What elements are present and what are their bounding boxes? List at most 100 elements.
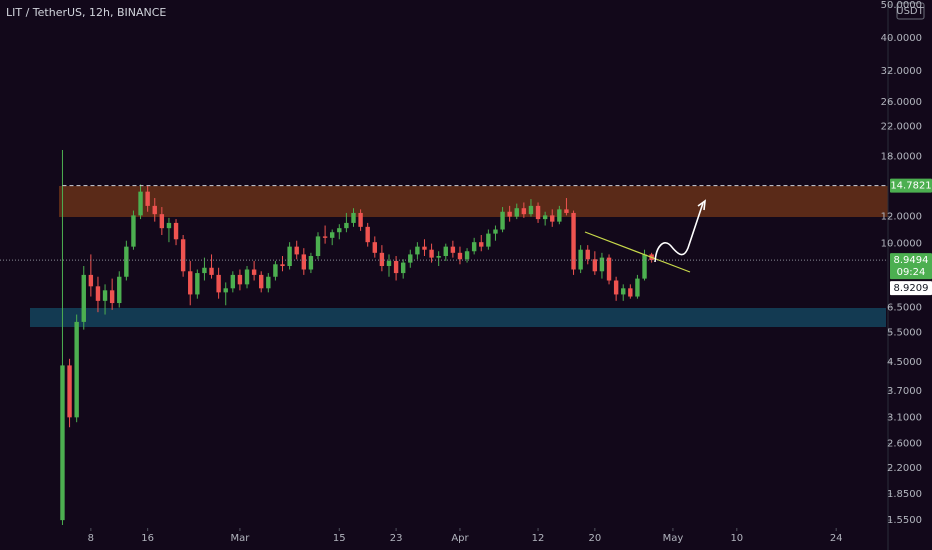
candle-body xyxy=(223,288,228,293)
candle-body xyxy=(180,239,186,272)
candle-body xyxy=(251,269,257,275)
y-tick-label: 12.0000 xyxy=(881,212,922,223)
x-tick-label: 8 xyxy=(88,533,94,544)
y-tick-label: 1.5500 xyxy=(887,515,922,526)
candle-body xyxy=(95,286,101,301)
candle-body xyxy=(301,254,307,270)
x-tick-label: 12 xyxy=(532,533,545,544)
candle-body xyxy=(450,246,456,253)
y-tick-label: 3.1000 xyxy=(887,412,922,423)
candle-body xyxy=(209,267,214,275)
support-zone xyxy=(30,308,886,327)
price-label-box xyxy=(890,253,932,280)
candle-body xyxy=(60,365,65,521)
candle-body xyxy=(542,215,548,220)
candle-body xyxy=(358,212,363,227)
projection-arrow xyxy=(654,202,704,263)
y-tick-label: 6.5000 xyxy=(887,303,922,314)
candle-body xyxy=(535,205,541,220)
candle-body xyxy=(330,232,335,238)
candle-body xyxy=(557,209,562,222)
candle-body xyxy=(443,246,448,257)
candle-body xyxy=(507,211,512,217)
candle-body xyxy=(237,274,243,285)
candle-body xyxy=(500,211,505,230)
candle-body xyxy=(145,191,150,206)
currency-label: USDT xyxy=(896,6,924,17)
candle-body xyxy=(386,260,392,267)
candle-body xyxy=(273,264,278,277)
x-tick-label: Apr xyxy=(451,533,469,544)
candle-body xyxy=(436,256,441,258)
price-label: 8.9209 xyxy=(894,283,929,294)
x-tick-label: 16 xyxy=(141,533,154,544)
candle-body xyxy=(337,228,342,233)
candle-body xyxy=(521,208,527,215)
candle-body xyxy=(621,288,626,295)
candle-body xyxy=(138,191,143,216)
candle-body xyxy=(464,251,470,260)
candle-body xyxy=(280,264,285,267)
candle-body xyxy=(188,271,193,295)
y-tick-label: 10.0000 xyxy=(881,239,922,250)
candle-body xyxy=(117,276,122,304)
candle-body xyxy=(166,222,172,229)
price-label-box xyxy=(890,178,932,193)
y-tick-label: 1.8500 xyxy=(887,489,922,500)
candle-body xyxy=(287,246,292,267)
candle-body xyxy=(400,262,406,274)
candle-body xyxy=(372,242,377,253)
candle-body xyxy=(230,274,236,289)
candle-body xyxy=(195,273,200,295)
candle-body xyxy=(613,280,619,295)
price-label: 14.7821 xyxy=(890,181,931,192)
candle-body xyxy=(88,274,94,287)
candle-body xyxy=(528,205,534,215)
candle-body xyxy=(67,365,72,418)
candle-body xyxy=(599,257,605,272)
candle-body xyxy=(578,249,583,270)
candle-body xyxy=(628,288,633,297)
candle-body xyxy=(124,246,129,277)
candle-body xyxy=(457,252,463,260)
trend-line xyxy=(584,231,691,273)
x-tick-label: 20 xyxy=(588,533,601,544)
candle-body xyxy=(550,215,555,222)
chart-title: LIT / TetherUS, 12h, BINANCE xyxy=(6,6,166,19)
candle-body xyxy=(131,215,136,247)
candle-body xyxy=(259,274,264,289)
y-tick-label: 22.0000 xyxy=(881,122,922,133)
candle-body xyxy=(429,249,434,258)
candle-body xyxy=(308,256,314,270)
candle-body xyxy=(635,278,640,297)
candle-body xyxy=(422,246,427,250)
candle-body xyxy=(365,226,370,243)
x-tick-label: Mar xyxy=(230,533,250,544)
candle-body xyxy=(244,269,250,285)
candle-body xyxy=(152,205,157,215)
candle-body xyxy=(109,290,115,304)
y-tick-label: 40.0000 xyxy=(881,33,922,44)
x-tick-label: 23 xyxy=(390,533,403,544)
candle-body xyxy=(493,229,498,234)
candle-body xyxy=(564,209,569,213)
candle-body xyxy=(592,259,598,272)
y-tick-label: 4.5000 xyxy=(887,357,922,368)
candle-body xyxy=(393,260,399,274)
candle-body xyxy=(102,290,108,301)
y-tick-label: 18.0000 xyxy=(881,151,922,162)
candle-body xyxy=(315,236,321,257)
candle-body xyxy=(202,267,207,274)
y-tick-label: 5.5000 xyxy=(887,327,922,338)
candle-body xyxy=(514,208,519,217)
candle-body xyxy=(606,257,612,281)
candle-body xyxy=(642,254,647,279)
candle-body xyxy=(344,222,349,229)
candle-body xyxy=(81,274,86,322)
resistance-zone xyxy=(59,186,888,217)
candle-body xyxy=(322,236,328,238)
candle-body xyxy=(379,252,385,267)
y-tick-label: 26.0000 xyxy=(881,97,922,108)
